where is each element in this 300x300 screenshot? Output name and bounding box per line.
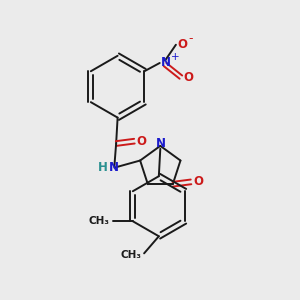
Text: O: O — [193, 176, 203, 188]
Text: +: + — [171, 52, 179, 61]
Text: -: - — [188, 32, 193, 45]
Text: N: N — [156, 137, 166, 150]
Text: O: O — [183, 70, 193, 84]
Text: N: N — [110, 161, 119, 174]
Text: CH₃: CH₃ — [121, 250, 142, 260]
Text: O: O — [136, 135, 146, 148]
Text: H: H — [98, 160, 107, 174]
Text: N: N — [161, 56, 171, 69]
Text: CH₃: CH₃ — [89, 216, 110, 226]
Text: O: O — [177, 38, 188, 51]
